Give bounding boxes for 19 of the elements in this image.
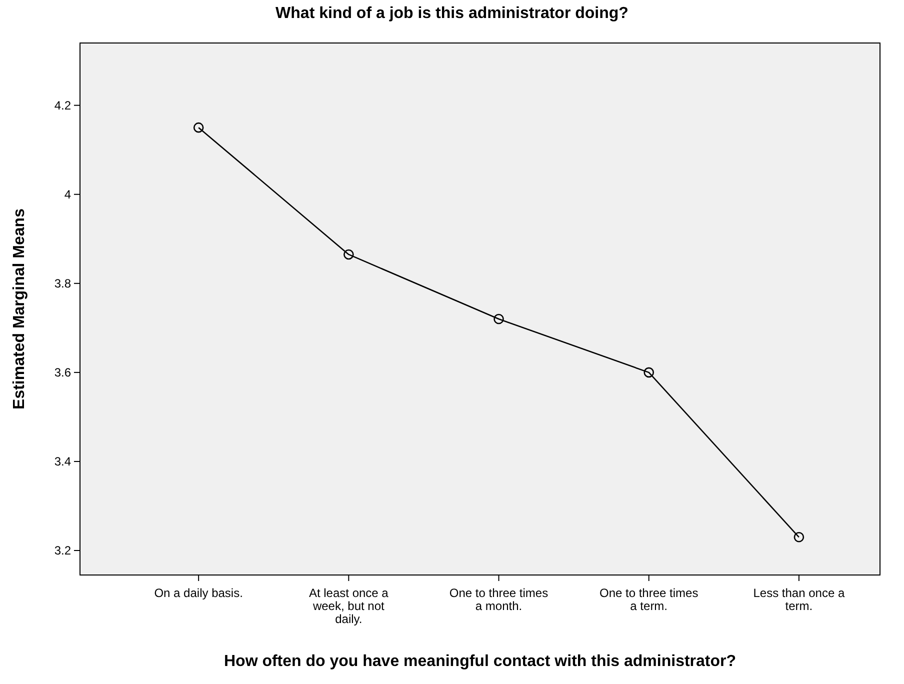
chart-title: What kind of a job is this administrator doing? xyxy=(276,5,628,22)
x-tick-label: One to three times a term. xyxy=(599,586,698,613)
y-tick-label: 3.4 xyxy=(54,454,72,469)
x-axis-title: How often do you have meaningful contact with this administrator? xyxy=(224,653,736,670)
x-tick-label: At least once a week, but not daily. xyxy=(308,586,389,626)
point xyxy=(193,122,204,133)
point xyxy=(644,367,654,378)
x-tick-label: On a daily basis. xyxy=(154,586,243,600)
x-tick-label: One to three times a month. xyxy=(449,586,548,613)
point xyxy=(494,314,504,324)
y-axis-title: Estimated Marginal Means xyxy=(11,208,28,410)
point xyxy=(794,532,804,542)
y-tick-label: 3.8 xyxy=(54,276,72,291)
point xyxy=(344,249,354,260)
x-tick-label: Less than once a term. xyxy=(753,586,845,613)
y-tick-label: 3.6 xyxy=(54,366,72,380)
y-tick-label: 3.2 xyxy=(54,544,72,558)
y-tick-label: 4 xyxy=(64,188,72,202)
y-tick-label: 4.2 xyxy=(54,98,72,113)
